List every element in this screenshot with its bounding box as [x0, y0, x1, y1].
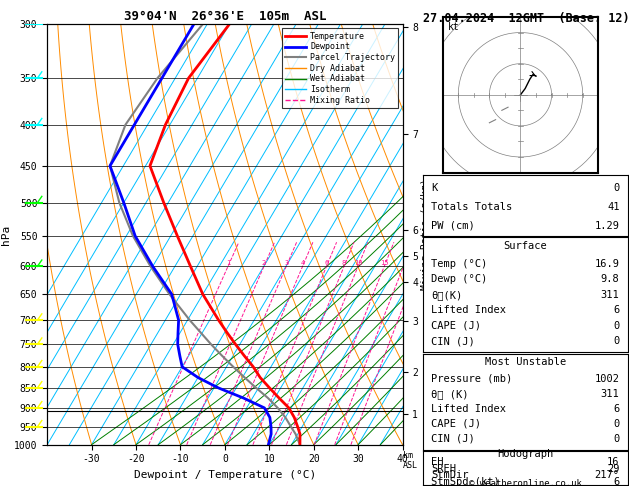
Text: Surface: Surface	[503, 242, 547, 251]
Text: 16.9: 16.9	[594, 259, 620, 269]
Text: Dewp (°C): Dewp (°C)	[431, 274, 487, 284]
Text: 217°: 217°	[594, 470, 620, 480]
Text: 0: 0	[613, 321, 620, 331]
Text: 1002: 1002	[594, 374, 620, 384]
Text: 10: 10	[354, 260, 362, 266]
Text: 1.29: 1.29	[594, 221, 620, 231]
Text: 41: 41	[607, 202, 620, 212]
Text: Totals Totals: Totals Totals	[431, 202, 512, 212]
Title: 39°04'N  26°36'E  105m  ASL: 39°04'N 26°36'E 105m ASL	[124, 10, 326, 23]
Text: StmSpd (kt): StmSpd (kt)	[431, 477, 499, 486]
Text: K: K	[431, 183, 437, 193]
Text: Pressure (mb): Pressure (mb)	[431, 374, 512, 384]
Y-axis label: hPa: hPa	[1, 225, 11, 244]
Text: 0: 0	[613, 434, 620, 444]
Text: 6: 6	[325, 260, 328, 266]
Legend: Temperature, Dewpoint, Parcel Trajectory, Dry Adiabat, Wet Adiabat, Isotherm, Mi: Temperature, Dewpoint, Parcel Trajectory…	[282, 29, 398, 108]
Text: Lifted Index: Lifted Index	[431, 404, 506, 414]
Text: 4: 4	[301, 260, 304, 266]
Text: CIN (J): CIN (J)	[431, 434, 475, 444]
Text: θᴄ(K): θᴄ(K)	[431, 290, 462, 300]
Text: 8: 8	[342, 260, 346, 266]
Text: 29: 29	[607, 464, 620, 474]
Text: θᴄ (K): θᴄ (K)	[431, 389, 469, 399]
Text: SREH: SREH	[431, 464, 456, 474]
Text: 311: 311	[601, 389, 620, 399]
Text: 15: 15	[380, 260, 389, 266]
Text: Lifted Index: Lifted Index	[431, 305, 506, 315]
Text: CIN (J): CIN (J)	[431, 336, 475, 347]
Text: 16: 16	[607, 457, 620, 467]
Text: kt: kt	[447, 22, 459, 32]
Text: Hodograph: Hodograph	[497, 450, 554, 459]
Text: Most Unstable: Most Unstable	[484, 357, 566, 367]
Text: 0: 0	[613, 336, 620, 347]
Text: 0: 0	[613, 419, 620, 429]
Text: 0: 0	[613, 183, 620, 193]
Text: 6: 6	[613, 404, 620, 414]
Text: 311: 311	[601, 290, 620, 300]
Text: 9.8: 9.8	[601, 274, 620, 284]
Text: PW (cm): PW (cm)	[431, 221, 475, 231]
Text: © weatheronline.co.uk: © weatheronline.co.uk	[469, 479, 582, 486]
Text: Temp (°C): Temp (°C)	[431, 259, 487, 269]
Text: StmDir: StmDir	[431, 470, 469, 480]
X-axis label: Dewpoint / Temperature (°C): Dewpoint / Temperature (°C)	[134, 470, 316, 480]
Text: 1: 1	[226, 260, 230, 266]
Text: km
ASL: km ASL	[403, 451, 418, 470]
Text: CAPE (J): CAPE (J)	[431, 419, 481, 429]
Y-axis label: Mixing Ratio (g/kg): Mixing Ratio (g/kg)	[421, 179, 431, 290]
Text: 6: 6	[613, 305, 620, 315]
Text: 6: 6	[613, 477, 620, 486]
Text: EH: EH	[431, 457, 443, 467]
Text: 3: 3	[284, 260, 288, 266]
Text: CAPE (J): CAPE (J)	[431, 321, 481, 331]
Text: 27.04.2024  12GMT  (Base: 12): 27.04.2024 12GMT (Base: 12)	[423, 12, 629, 25]
Text: 2: 2	[262, 260, 266, 266]
